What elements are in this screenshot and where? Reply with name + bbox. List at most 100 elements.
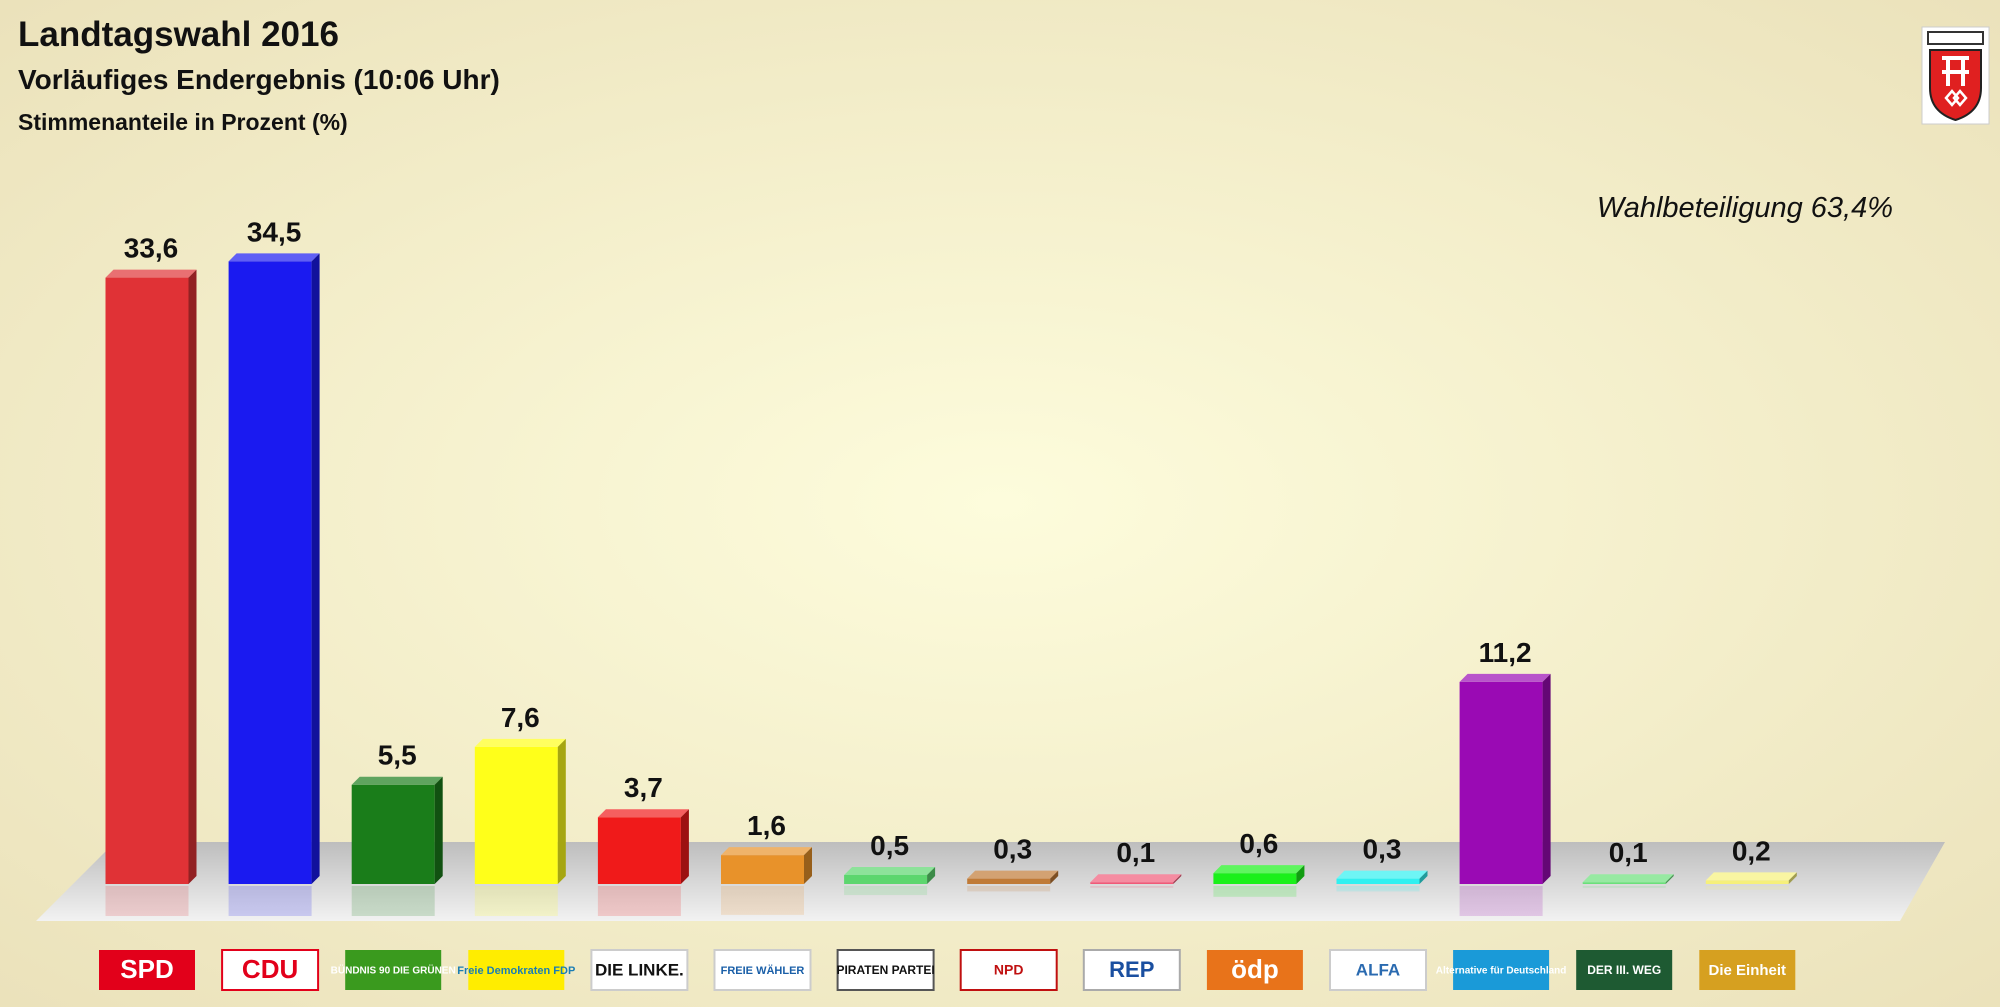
bar-side xyxy=(1542,673,1551,884)
value-label: 7,6 xyxy=(501,702,540,733)
value-label: 0,6 xyxy=(1239,828,1278,859)
bar xyxy=(1090,882,1174,884)
bar-side xyxy=(804,847,812,884)
bar-reflection xyxy=(844,886,928,896)
chart-title: Landtagswahl 2016 xyxy=(18,15,339,54)
bar-top xyxy=(721,847,812,856)
bar-top xyxy=(844,866,936,875)
x-tick-label: SPD xyxy=(120,954,173,984)
value-label: 0,1 xyxy=(1116,837,1155,868)
bar-top xyxy=(105,269,197,278)
bar xyxy=(474,746,558,884)
party-logo xyxy=(1206,950,1303,990)
coat-of-arms xyxy=(1921,26,1990,125)
x-tick-label: NPD xyxy=(994,962,1024,978)
bar-top xyxy=(1336,870,1428,879)
party-logo xyxy=(1576,950,1673,990)
bar xyxy=(1705,880,1789,884)
bar xyxy=(967,878,1051,884)
x-tick-label: FREIE WÄHLER xyxy=(721,964,805,977)
bar xyxy=(228,261,312,884)
bar-side xyxy=(557,738,566,884)
bar-reflection xyxy=(1213,886,1297,897)
bar-reflection xyxy=(1459,886,1543,916)
value-label: 0,3 xyxy=(993,834,1032,865)
chart-subtitle: Vorläufiges Endergebnis (10:06 Uhr) xyxy=(18,64,500,95)
value-label: 33,6 xyxy=(124,233,179,264)
bar xyxy=(597,817,681,884)
party-logo xyxy=(1453,950,1550,990)
party-logo xyxy=(345,950,442,990)
bar-top xyxy=(967,870,1059,879)
bar xyxy=(721,855,804,884)
party-logo xyxy=(959,949,1058,991)
x-tick-label: Alternative für Deutschland xyxy=(1436,966,1567,977)
bar-side xyxy=(311,253,320,884)
bar-top xyxy=(1459,673,1551,682)
party-logo xyxy=(713,949,812,991)
value-label: 5,5 xyxy=(378,740,417,771)
value-label: 34,5 xyxy=(247,216,302,247)
x-tick-label: PIRATEN PARTEI xyxy=(836,963,934,977)
bar-top xyxy=(1213,865,1305,874)
party-logo xyxy=(836,949,935,991)
x-tick-label: DER III. WEG xyxy=(1587,963,1661,977)
bar-side xyxy=(1050,870,1059,884)
bar xyxy=(844,874,928,884)
x-tick-label: ALFA xyxy=(1356,960,1400,979)
bar-side xyxy=(680,809,689,884)
bar-top xyxy=(228,253,320,262)
party-logo xyxy=(221,949,320,991)
bar-top xyxy=(474,738,566,747)
value-label: 1,6 xyxy=(747,810,786,841)
party-logo xyxy=(590,949,689,991)
bar-reflection xyxy=(721,886,804,915)
x-tick-label: Die Einheit xyxy=(1709,962,1787,979)
party-logo xyxy=(1082,949,1181,991)
x-tick-label: BÜNDNIS 90 DIE GRÜNEN xyxy=(331,964,456,977)
bar-top xyxy=(351,776,443,785)
bar-top xyxy=(1090,874,1182,883)
bar-side xyxy=(1296,865,1305,884)
bar-side xyxy=(188,269,197,885)
x-tick-label: CDU xyxy=(242,954,298,984)
bar-reflection xyxy=(967,886,1051,892)
x-tick-label: DIE LINKE. xyxy=(595,960,684,979)
bar xyxy=(1213,873,1297,884)
bar-reflection xyxy=(228,886,312,916)
bar-reflection xyxy=(351,886,435,916)
party-logo xyxy=(99,950,195,990)
bar-top xyxy=(1705,872,1797,881)
bar-reflection xyxy=(474,886,558,916)
bar-top xyxy=(1582,874,1674,883)
bar-side xyxy=(1419,870,1428,884)
axis-label: Stimmenanteile in Prozent (%) xyxy=(18,109,348,135)
bar-reflection xyxy=(1090,886,1174,888)
party-logo xyxy=(1699,950,1796,990)
party-logo xyxy=(1329,949,1427,991)
bar xyxy=(105,277,189,885)
x-tick-label: Freie Demokraten FDP xyxy=(457,965,575,977)
value-label: 0,2 xyxy=(1732,835,1771,866)
value-label: 11,2 xyxy=(1479,637,1532,668)
bar-side xyxy=(1788,872,1797,884)
bar-side xyxy=(927,866,936,884)
bar-side xyxy=(434,776,443,884)
bar xyxy=(1582,882,1666,884)
bar xyxy=(1336,878,1420,884)
value-label: 0,1 xyxy=(1609,837,1648,868)
bar-reflection xyxy=(597,886,681,916)
value-label: 0,3 xyxy=(1363,834,1402,865)
bar-reflection xyxy=(1705,886,1789,890)
bar-side xyxy=(1173,874,1182,884)
value-label: 0,5 xyxy=(870,830,909,861)
bar-reflection xyxy=(1582,886,1666,888)
party-logo xyxy=(468,950,565,990)
annotation: Wahlbeteiligung 63,4% xyxy=(1597,192,1893,224)
x-tick-label: ödp xyxy=(1231,954,1279,984)
x-tick-label: REP xyxy=(1109,957,1154,982)
bar xyxy=(1459,681,1543,884)
bar-top xyxy=(597,809,689,818)
